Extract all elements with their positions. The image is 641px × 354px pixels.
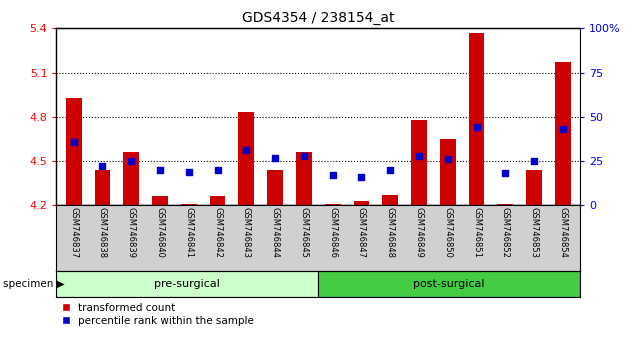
Text: GSM746839: GSM746839	[127, 207, 136, 258]
Text: GSM746844: GSM746844	[271, 207, 279, 258]
Bar	[181, 204, 197, 205]
Text: GSM746838: GSM746838	[98, 207, 107, 258]
Text: GSM746853: GSM746853	[529, 207, 538, 258]
Point	[414, 153, 424, 159]
Point	[69, 139, 79, 144]
Point	[183, 169, 194, 175]
Point	[471, 125, 481, 130]
Text: specimen ▶: specimen ▶	[3, 279, 65, 289]
Point	[241, 148, 251, 153]
Point	[443, 156, 453, 162]
Text: post-surgical: post-surgical	[413, 279, 485, 289]
Bar	[267, 170, 283, 205]
Point	[299, 153, 309, 159]
Point	[270, 155, 280, 160]
Text: GSM746852: GSM746852	[501, 207, 510, 258]
Point	[212, 167, 222, 173]
Text: GSM746841: GSM746841	[184, 207, 194, 258]
Text: GSM746850: GSM746850	[443, 207, 453, 258]
Bar	[56, 271, 319, 297]
Legend: transformed count, percentile rank within the sample: transformed count, percentile rank withi…	[62, 303, 254, 326]
Text: GSM746840: GSM746840	[156, 207, 165, 258]
Text: GSM746848: GSM746848	[386, 207, 395, 258]
Bar	[238, 113, 254, 205]
Text: GSM746845: GSM746845	[299, 207, 308, 258]
Point	[155, 167, 165, 173]
Point	[385, 167, 395, 173]
Text: GSM746849: GSM746849	[415, 207, 424, 258]
Bar	[382, 195, 398, 205]
Text: GSM746843: GSM746843	[242, 207, 251, 258]
Bar	[123, 152, 139, 205]
Bar	[210, 196, 226, 205]
Point	[558, 126, 568, 132]
Bar	[440, 139, 456, 205]
Text: pre-surgical: pre-surgical	[154, 279, 221, 289]
Text: GSM746846: GSM746846	[328, 207, 337, 258]
Bar	[319, 271, 580, 297]
Bar	[66, 98, 81, 205]
Bar	[353, 201, 369, 205]
Point	[328, 172, 338, 178]
Point	[97, 164, 108, 169]
Text: GSM746851: GSM746851	[472, 207, 481, 258]
Bar	[94, 170, 110, 205]
Text: GDS4354 / 238154_at: GDS4354 / 238154_at	[242, 11, 394, 25]
Bar	[469, 33, 485, 205]
Point	[529, 158, 539, 164]
Bar	[526, 170, 542, 205]
Bar	[152, 196, 168, 205]
Bar	[296, 152, 312, 205]
Point	[356, 174, 367, 180]
Text: GSM746847: GSM746847	[357, 207, 366, 258]
Bar	[497, 204, 513, 205]
Text: GSM746854: GSM746854	[558, 207, 567, 258]
Bar	[555, 62, 570, 205]
Bar	[325, 204, 340, 205]
Point	[126, 158, 137, 164]
Text: GSM746837: GSM746837	[69, 207, 78, 258]
Text: GSM746842: GSM746842	[213, 207, 222, 258]
Point	[500, 171, 510, 176]
Bar	[411, 120, 427, 205]
